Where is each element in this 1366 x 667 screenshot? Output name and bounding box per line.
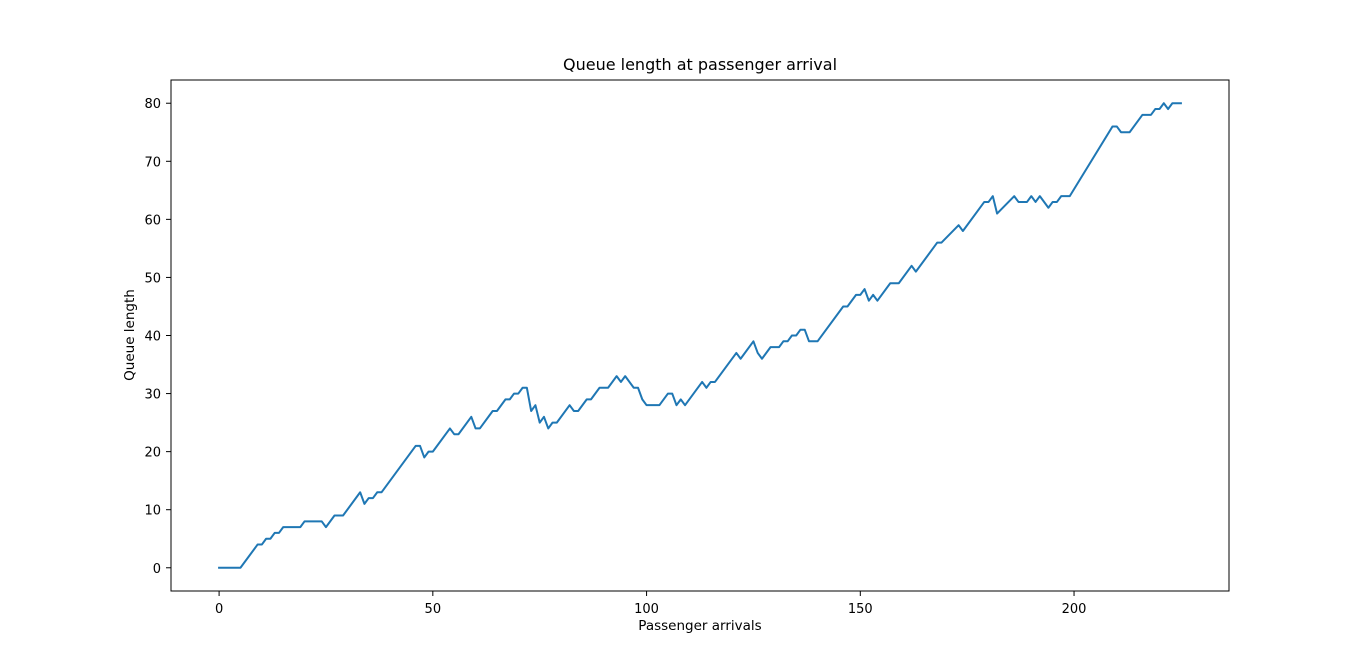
y-tick-label: 10 <box>144 504 161 519</box>
y-axis-ticks: 0 10 20 30 40 50 60 70 80 <box>144 97 171 577</box>
y-axis-label: Queue length <box>122 289 138 381</box>
x-tick-label: 0 <box>215 602 223 617</box>
x-tick-label: 100 <box>634 602 659 617</box>
y-tick-label: 60 <box>144 213 161 228</box>
y-tick-label: 0 <box>153 562 161 577</box>
y-tick-label: 20 <box>144 446 161 461</box>
y-tick-label: 40 <box>144 330 161 345</box>
chart-title: Queue length at passenger arrival <box>563 55 837 74</box>
x-tick-label: 150 <box>848 602 873 617</box>
x-axis-ticks: 0 50 100 150 200 <box>215 591 1087 617</box>
x-axis-label: Passenger arrivals <box>638 618 761 634</box>
y-tick-label: 50 <box>144 271 161 286</box>
x-tick-label: 200 <box>1062 602 1087 617</box>
y-tick-label: 70 <box>144 155 161 170</box>
y-tick-label: 80 <box>144 97 161 112</box>
series-line <box>218 102 1182 569</box>
x-tick-label: 50 <box>425 602 442 617</box>
y-tick-label: 30 <box>144 388 161 403</box>
plot-area-frame <box>170 79 1230 592</box>
